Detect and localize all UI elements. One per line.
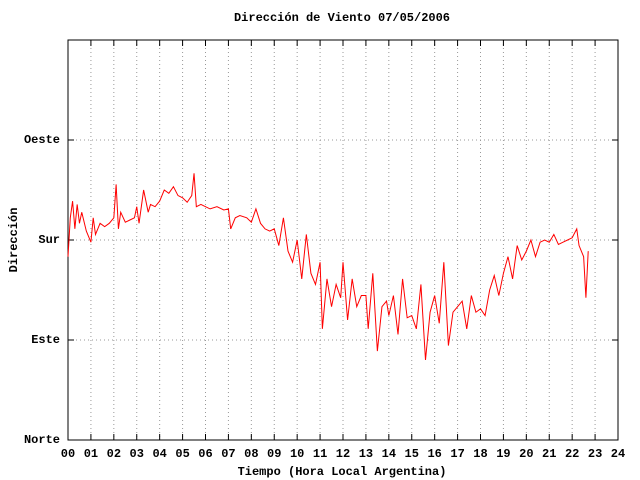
x-tick-label: 18 bbox=[473, 447, 487, 461]
y-tick-label: Sur bbox=[38, 233, 60, 247]
x-tick-label: 24 bbox=[611, 447, 625, 461]
x-tick-label: 23 bbox=[588, 447, 602, 461]
x-tick-label: 13 bbox=[359, 447, 373, 461]
x-tick-label: 05 bbox=[175, 447, 189, 461]
x-tick-label: 20 bbox=[519, 447, 533, 461]
x-tick-label: 10 bbox=[290, 447, 304, 461]
x-tick-label: 03 bbox=[130, 447, 144, 461]
x-tick-label: 07 bbox=[221, 447, 235, 461]
x-tick-label: 06 bbox=[198, 447, 212, 461]
x-axis-label: Tiempo (Hora Local Argentina) bbox=[238, 465, 447, 479]
x-tick-label: 14 bbox=[382, 447, 396, 461]
x-tick-label: 00 bbox=[61, 447, 75, 461]
chart-title: Dirección de Viento 07/05/2006 bbox=[234, 11, 450, 25]
y-tick-label: Este bbox=[31, 333, 60, 347]
x-tick-label: 16 bbox=[427, 447, 441, 461]
x-tick-label: 09 bbox=[267, 447, 281, 461]
y-axis-label: Dirección bbox=[7, 208, 21, 273]
x-tick-label: 04 bbox=[152, 447, 166, 461]
y-tick-label: Norte bbox=[24, 433, 60, 447]
y-tick-label: Oeste bbox=[24, 133, 60, 147]
x-tick-label: 17 bbox=[450, 447, 464, 461]
x-tick-label: 21 bbox=[542, 447, 556, 461]
x-tick-label: 22 bbox=[565, 447, 579, 461]
x-tick-label: 08 bbox=[244, 447, 258, 461]
x-tick-label: 01 bbox=[84, 447, 98, 461]
x-tick-label: 12 bbox=[336, 447, 350, 461]
x-tick-label: 11 bbox=[313, 447, 327, 461]
plot-frame bbox=[67, 39, 619, 441]
x-tick-label: 02 bbox=[107, 447, 121, 461]
x-tick-label: 15 bbox=[405, 447, 419, 461]
x-tick-label: 19 bbox=[496, 447, 510, 461]
data-line bbox=[67, 173, 589, 361]
